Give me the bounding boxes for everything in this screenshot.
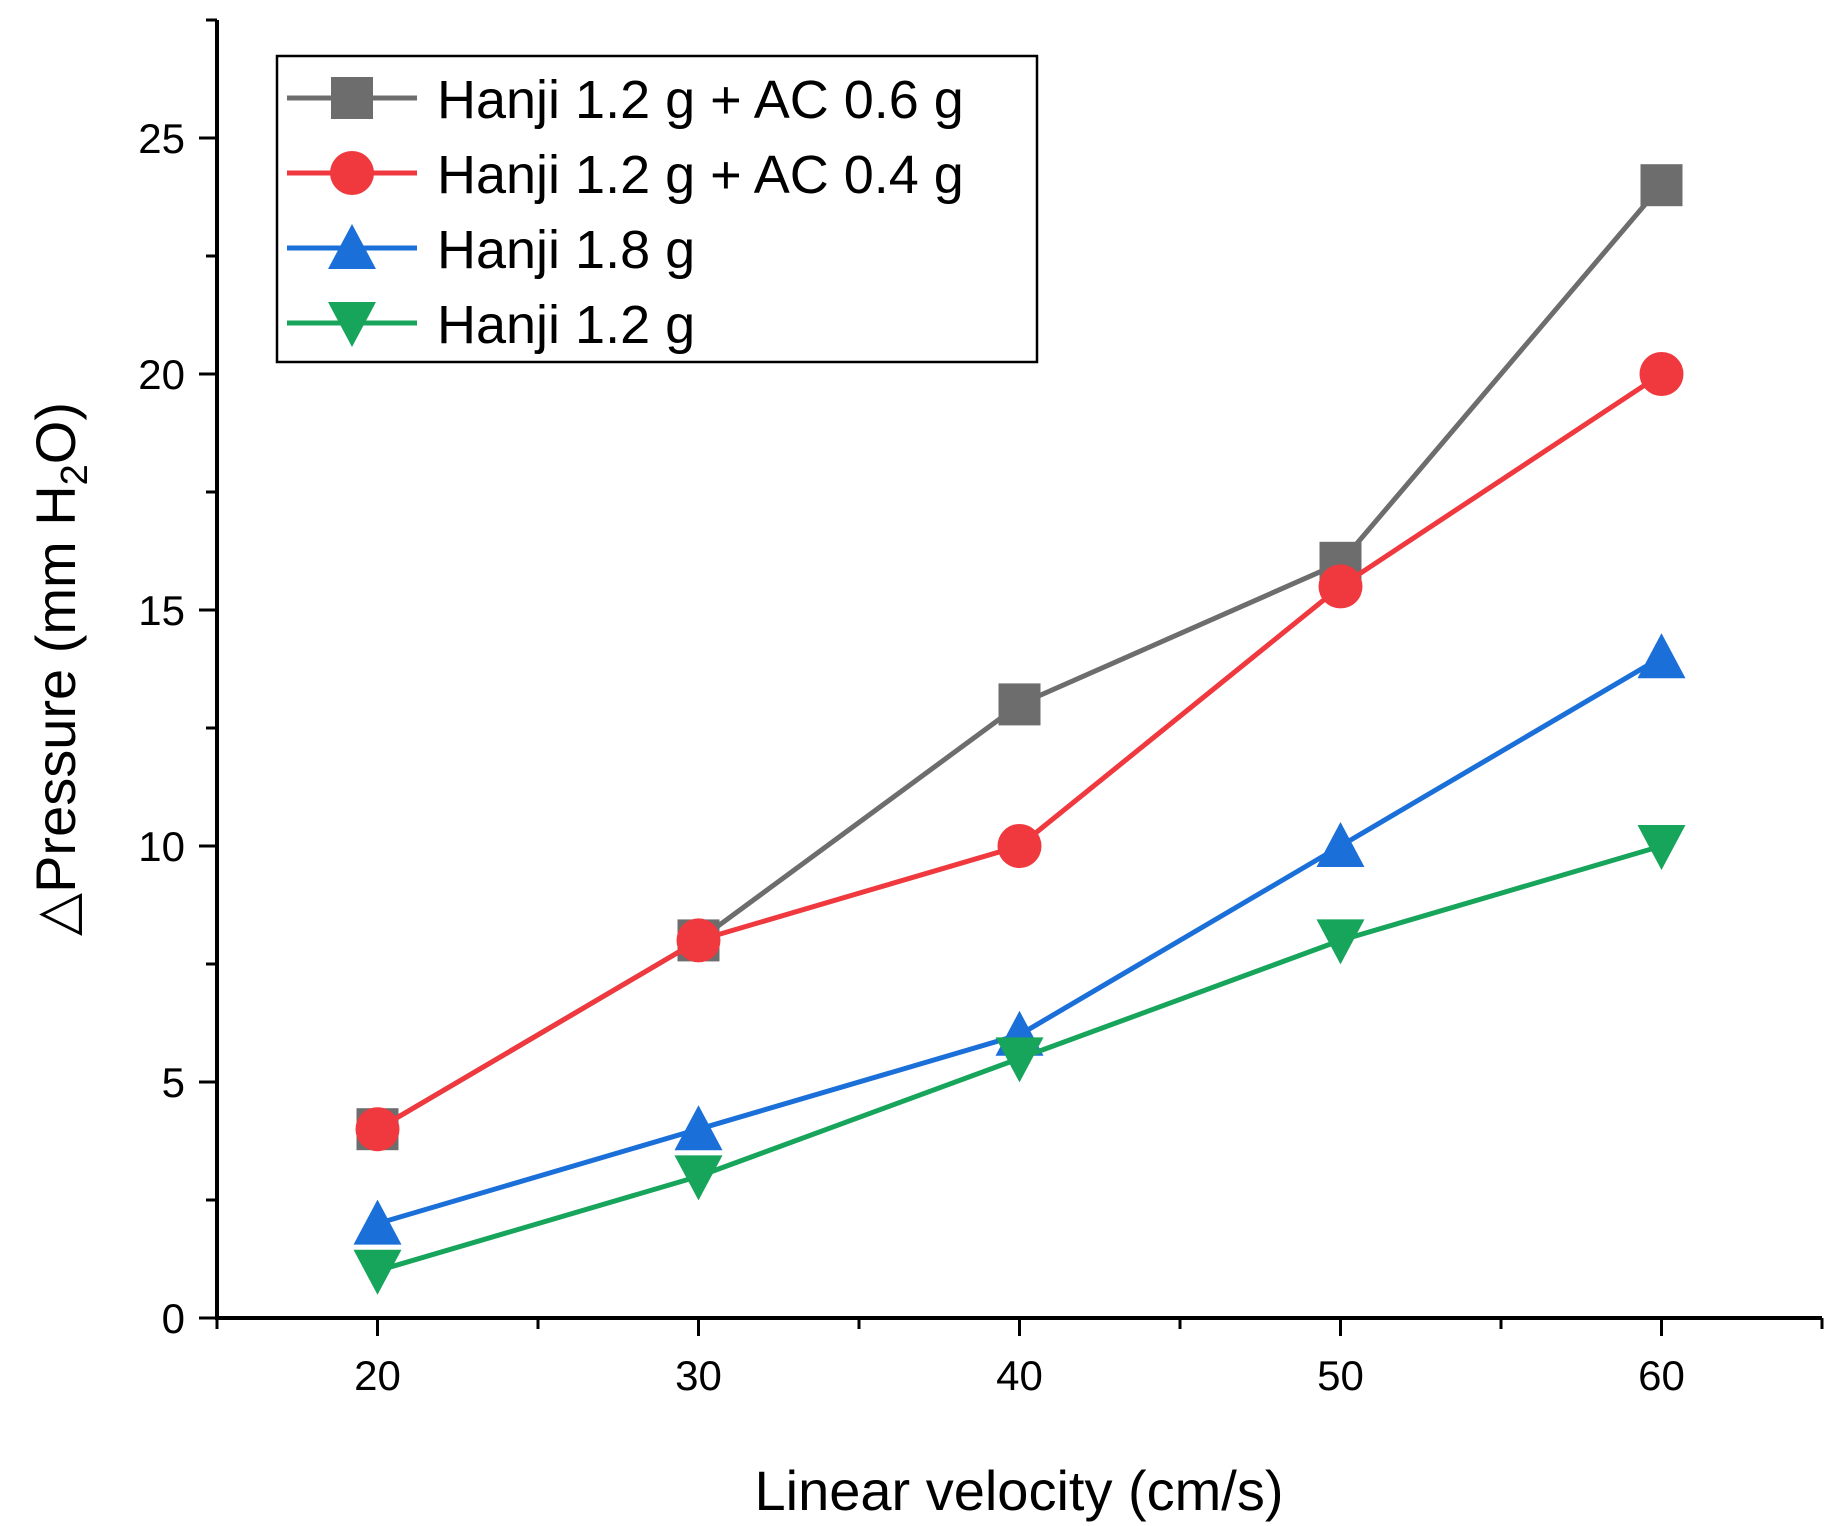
y-axis-title-suffix: O) <box>24 402 87 464</box>
legend-label: Hanji 1.2 g <box>437 295 695 355</box>
series-line <box>376 655 1663 1226</box>
legend-box <box>275 54 1039 364</box>
x-tick-label: 50 <box>1317 1352 1364 1399</box>
series-layer <box>353 164 1686 1295</box>
legend-marker <box>328 224 376 269</box>
data-point <box>1637 633 1686 679</box>
legend-label: Hanji 1.2 g + AC 0.6 g <box>437 70 964 130</box>
data-point <box>995 1037 1044 1083</box>
y-axis-title-main: △Pressure (mm H <box>24 485 87 936</box>
data-point <box>998 683 1041 726</box>
x-axis-title: Linear velocity (cm/s) <box>754 1459 1283 1522</box>
x-ticks: 20 30 40 50 60 <box>215 1318 1824 1399</box>
y-ticks: 0 5 10 15 20 25 <box>138 18 217 1342</box>
legend-item: Hanji 1.2 g + AC 0.6 g <box>287 70 964 130</box>
y-tick-label: 10 <box>138 823 185 870</box>
data-point <box>1639 352 1684 396</box>
data-point <box>1637 825 1686 870</box>
data-point <box>1318 564 1363 609</box>
x-tick-label: 40 <box>996 1352 1043 1399</box>
x-tick-label: 30 <box>675 1352 722 1399</box>
legend-marker <box>330 151 374 195</box>
legend-label: Hanji 1.2 g + AC 0.4 g <box>437 145 964 205</box>
data-point <box>676 918 721 963</box>
y-tick-label: 25 <box>138 115 185 162</box>
data-point <box>1316 822 1365 867</box>
series-2 <box>355 352 1684 1152</box>
y-tick-label: 5 <box>162 1059 185 1106</box>
legend-item: Hanji 1.2 g + AC 0.4 g <box>287 145 964 205</box>
y-axis-title: △Pressure (mm H2O) <box>24 402 96 936</box>
data-point <box>674 1105 723 1151</box>
data-point <box>997 824 1042 868</box>
data-point <box>674 1155 723 1201</box>
x-tick-label: 60 <box>1638 1352 1685 1399</box>
legend-item: Hanji 1.2 g <box>287 295 695 355</box>
data-point <box>1316 919 1365 965</box>
y-tick-label: 0 <box>162 1295 185 1342</box>
legend-marker <box>331 77 373 119</box>
legend-item: Hanji 1.8 g <box>287 220 695 280</box>
data-point <box>355 1107 400 1152</box>
data-point <box>353 1249 402 1295</box>
y-tick-label: 15 <box>138 587 185 634</box>
data-point <box>353 1199 402 1245</box>
legend: Hanji 1.2 g + AC 0.6 g Hanji 1.2 g + AC 0… <box>275 54 1039 364</box>
legend-label: Hanji 1.8 g <box>437 220 695 280</box>
legend-marker <box>328 302 376 347</box>
x-tick-label: 20 <box>354 1352 401 1399</box>
data-point <box>1640 164 1683 207</box>
y-tick-label: 20 <box>138 351 185 398</box>
y-axis-title-subscript: 2 <box>54 464 96 485</box>
series-4 <box>353 825 1686 1295</box>
